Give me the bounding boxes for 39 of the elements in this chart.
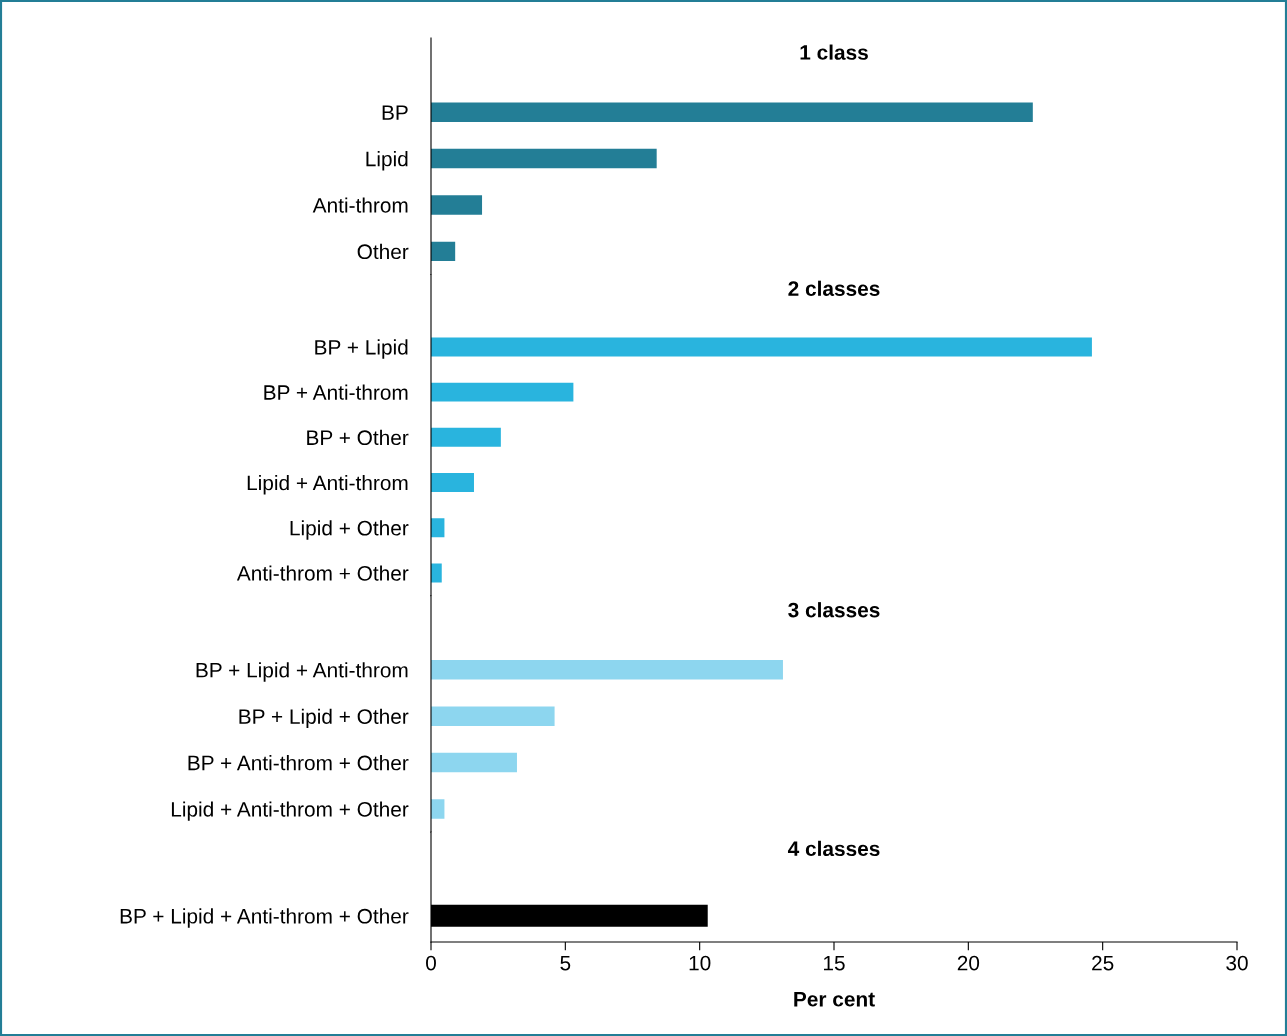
y-tick-label: BP + Lipid [315, 339, 408, 359]
bar [431, 241, 456, 262]
x-tick-label: 25 [1092, 955, 1114, 971]
x-tick-label: 10 [689, 955, 711, 971]
bar [431, 427, 501, 447]
bar [431, 660, 783, 680]
chart-title: 1 class [800, 44, 868, 60]
chart-title: 2 classes [788, 280, 880, 296]
y-tick-label: Lipid [366, 151, 408, 171]
y-tick-label: BP + Anti-throm + Other [188, 755, 409, 771]
x-axis-title: Per cent [794, 992, 875, 1007]
bar [431, 195, 483, 215]
x-tick-label: 30 [1226, 955, 1248, 971]
y-tick-label: Anti-throm [312, 197, 408, 213]
bar [431, 102, 1033, 122]
y-tick-label: Other [357, 243, 409, 260]
chart-title: 3 classes [788, 602, 880, 618]
x-tick-label: 0 [426, 955, 436, 971]
y-tick-label: BP + Other [307, 429, 409, 446]
x-tick-label: 5 [560, 955, 571, 971]
bar [431, 473, 474, 493]
bar [431, 382, 574, 402]
bar [431, 148, 657, 169]
x-tick-label: 15 [824, 955, 845, 971]
chart-title: 4 classes [787, 840, 880, 857]
y-tick-label: Lipid + Anti-throm + Other [171, 801, 409, 821]
y-tick-label: Anti-throm + Other [236, 565, 409, 581]
x-tick-label: 20 [957, 955, 980, 971]
y-tick-label: BP + Lipid + Other [239, 708, 409, 729]
y-tick-label: BP + Anti-throm [264, 384, 408, 400]
y-tick-label: BP + Lipid + Anti-throm + Other [120, 908, 409, 928]
bar [431, 799, 445, 819]
bar [431, 752, 517, 773]
y-tick-label: BP + Lipid + Anti-throm [196, 662, 408, 682]
y-tick-label: Lipid + Other [290, 520, 409, 540]
bar [431, 337, 1092, 357]
y-tick-label: BP [382, 105, 408, 120]
bar [431, 706, 555, 726]
y-tick-label: Lipid + Anti-throm [247, 475, 408, 495]
